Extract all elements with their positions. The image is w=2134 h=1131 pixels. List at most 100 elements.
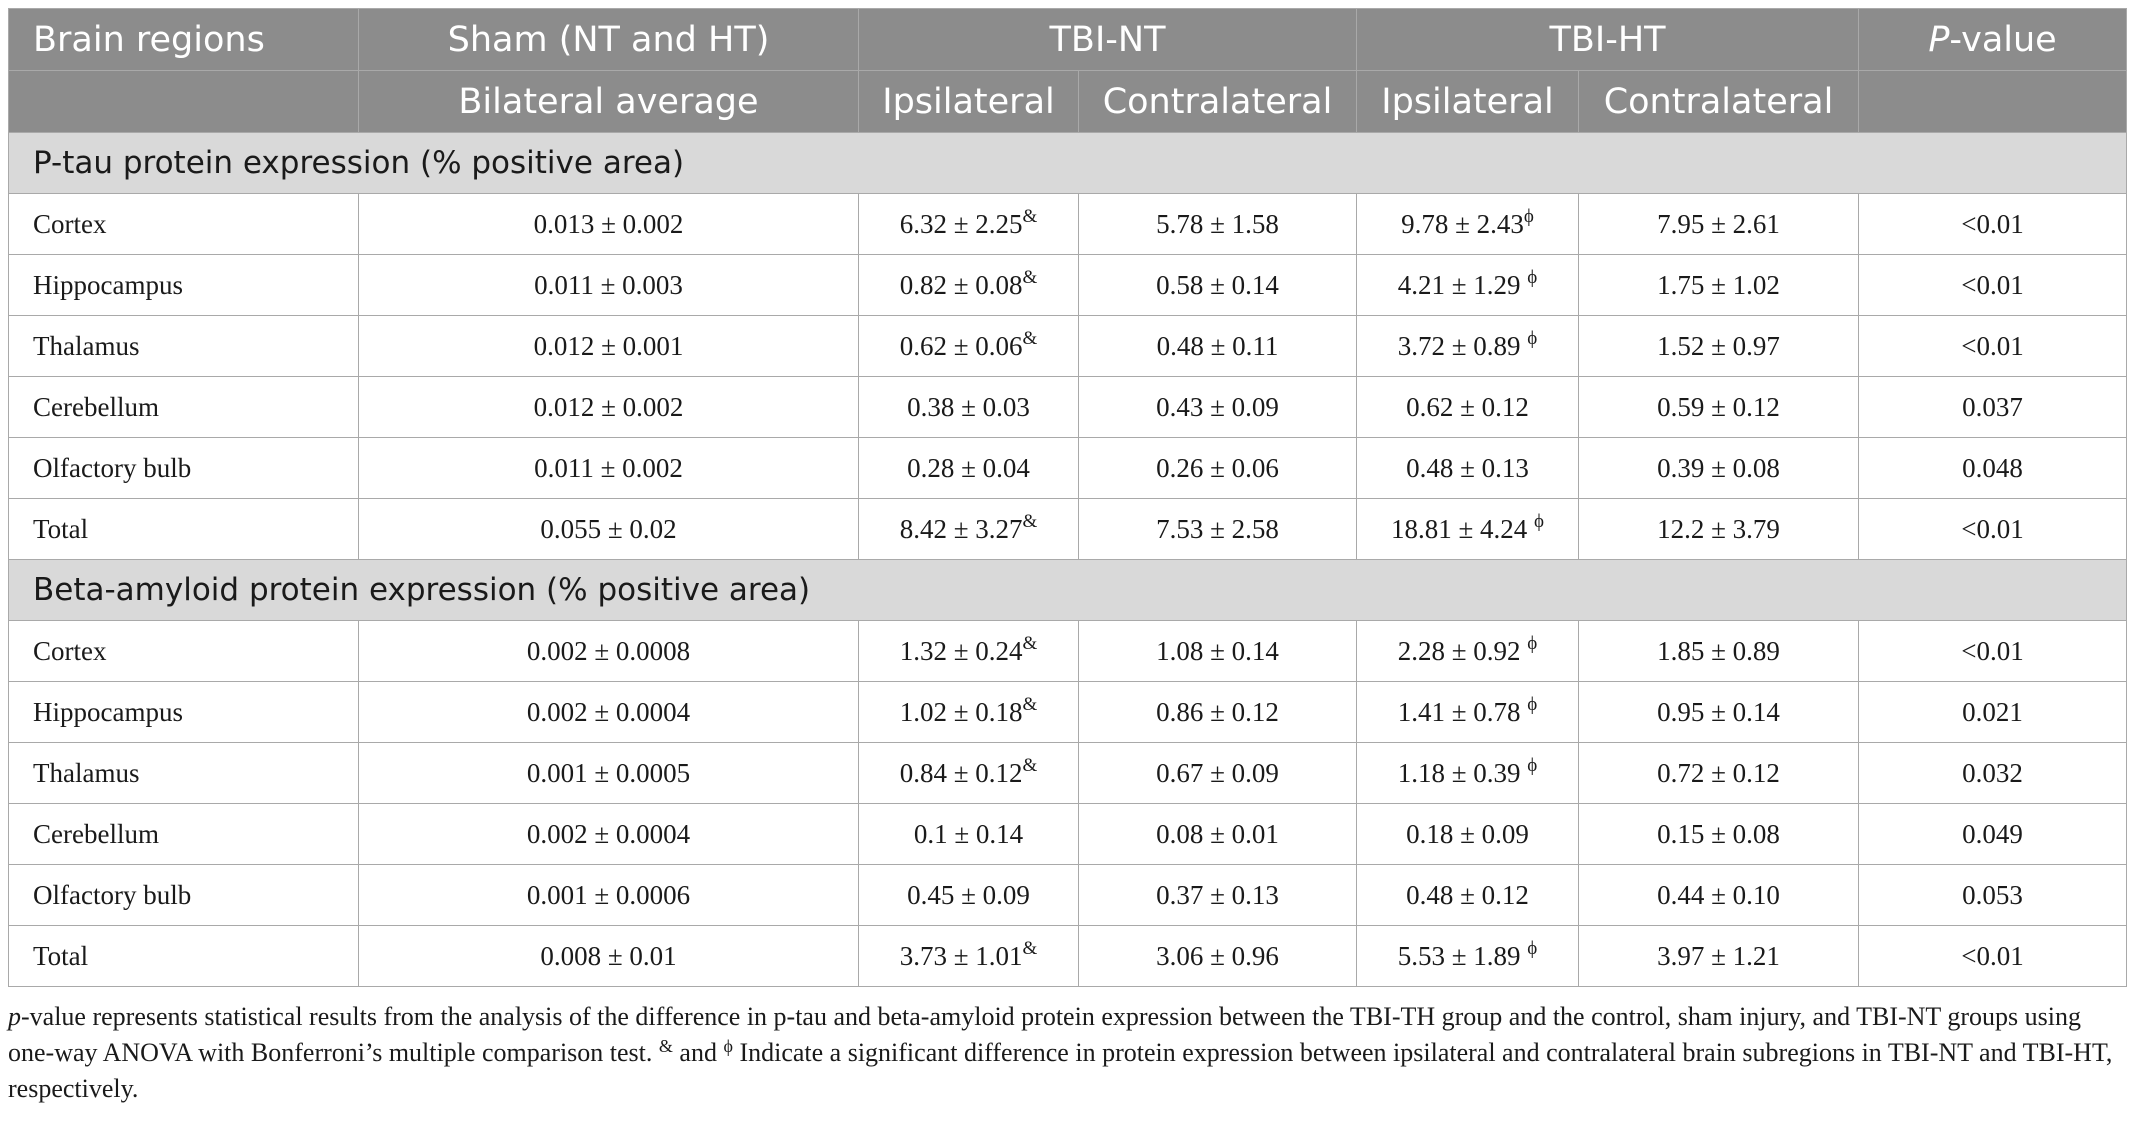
- cell-p-value: 0.048: [1858, 437, 2128, 499]
- cell-tbi-ht-ipsilateral-value: 0.18 ± 0.09: [1406, 818, 1529, 849]
- cell-region-value: Olfactory bulb: [33, 879, 192, 910]
- section-header-row: P-tau protein expression (% positive are…: [7, 132, 2128, 194]
- cell-tbi-ht-contralateral: 0.72 ± 0.12: [1577, 742, 1860, 804]
- cell-tbi-nt-ipsilateral: 3.73 ± 1.01&: [858, 925, 1079, 987]
- cell-p-value: 0.049: [1858, 803, 2128, 865]
- cell-region-value: Thalamus: [33, 330, 140, 361]
- header-empty-2: [1858, 70, 2128, 133]
- cell-tbi-nt-contralateral-value: 5.78 ± 1.58: [1156, 208, 1279, 239]
- cell-tbi-nt-contralateral: 0.67 ± 0.09: [1078, 742, 1357, 804]
- cell-sham-bilateral-value: 0.012 ± 0.001: [533, 330, 684, 361]
- cell-tbi-nt-contralateral-value: 0.43 ± 0.09: [1156, 391, 1279, 422]
- cell-p-value-value: 0.048: [1962, 452, 2023, 483]
- cell-tbi-nt-contralateral-value: 3.06 ± 0.96: [1156, 940, 1279, 971]
- header-ht-contralateral: Contralateral: [1577, 70, 1860, 133]
- cell-tbi-nt-contralateral: 7.53 ± 2.58: [1078, 498, 1357, 560]
- cell-tbi-nt-contralateral: 5.78 ± 1.58: [1078, 193, 1357, 255]
- cell-region-value: Thalamus: [33, 757, 140, 788]
- cell-sham-bilateral: 0.012 ± 0.002: [358, 376, 859, 438]
- cell-tbi-nt-contralateral: 1.08 ± 0.14: [1078, 620, 1357, 682]
- cell-tbi-nt-contralateral: 3.06 ± 0.96: [1078, 925, 1357, 987]
- cell-tbi-ht-contralateral: 0.15 ± 0.08: [1577, 803, 1860, 865]
- cell-p-value: <0.01: [1858, 620, 2128, 682]
- cell-region-value: Cerebellum: [33, 818, 159, 849]
- table-row: Total 0.055 ± 0.02 8.42 ± 3.27& 7.53 ± 2.58…: [8, 498, 2128, 560]
- cell-sham-bilateral-value: 0.008 ± 0.01: [540, 940, 677, 971]
- cell-region-value: Total: [33, 513, 89, 544]
- cell-tbi-nt-ipsilateral-value: 3.73 ± 1.01: [899, 940, 1023, 971]
- cell-tbi-nt-ipsilateral: 0.1 ± 0.14: [858, 803, 1079, 865]
- results-table-container: Brain regions Sham (NT and HT) TBI-NT TB…: [7, 8, 2128, 1107]
- cell-p-value-value: <0.01: [1961, 269, 2024, 300]
- cell-sham-bilateral-value: 0.011 ± 0.003: [534, 269, 683, 300]
- cell-tbi-ht-ipsilateral: 2.28 ± 0.92 ϕ: [1356, 620, 1579, 682]
- cell-tbi-ht-ipsilateral-value: 4.21 ± 1.29: [1397, 269, 1528, 300]
- cell-region: Cerebellum: [8, 803, 359, 865]
- table-footnote: p-value represents statistical results f…: [8, 999, 2126, 1107]
- header-row-2: Bilateral average Ipsilateral Contralate…: [8, 70, 2128, 133]
- cell-sham-bilateral: 0.002 ± 0.0008: [358, 620, 859, 682]
- table-row: Olfactory bulb 0.011 ± 0.002 0.28 ± 0.04 0.…: [8, 437, 2128, 499]
- cell-tbi-ht-contralateral-value: 12.2 ± 3.79: [1657, 513, 1780, 544]
- cell-p-value: 0.037: [1858, 376, 2128, 438]
- cell-tbi-nt-ipsilateral-value: 1.32 ± 0.24: [899, 635, 1023, 666]
- cell-region: Cerebellum: [8, 376, 359, 438]
- cell-tbi-nt-ipsilateral-value: 0.38 ± 0.03: [907, 391, 1030, 422]
- header-p-italic: P: [1928, 19, 1950, 60]
- cell-tbi-ht-contralateral-value: 1.85 ± 0.89: [1657, 635, 1780, 666]
- table-row: Thalamus 0.012 ± 0.001 0.62 ± 0.06& 0.48 ± …: [8, 315, 2128, 377]
- cell-tbi-nt-ipsilateral-value: 0.1 ± 0.14: [913, 818, 1024, 849]
- cell-sham-bilateral-value: 0.001 ± 0.0005: [526, 757, 691, 788]
- cell-tbi-ht-contralateral-value: 7.95 ± 2.61: [1657, 208, 1780, 239]
- cell-tbi-nt-ipsilateral-value: 1.02 ± 0.18: [899, 696, 1023, 727]
- cell-p-value-value: <0.01: [1961, 940, 2024, 971]
- footnote-p-italic: p: [8, 1002, 21, 1031]
- cell-tbi-nt-ipsilateral: 0.82 ± 0.08&: [858, 254, 1079, 316]
- cell-sham-bilateral: 0.011 ± 0.002: [358, 437, 859, 499]
- section-header-row: Beta-amyloid protein expression (% posit…: [7, 559, 2128, 621]
- cell-p-value-value: 0.053: [1962, 879, 2023, 910]
- cell-tbi-ht-contralateral: 3.97 ± 1.21: [1577, 925, 1860, 987]
- cell-tbi-nt-ipsilateral: 0.62 ± 0.06&: [858, 315, 1079, 377]
- cell-sham-bilateral: 0.013 ± 0.002: [358, 193, 859, 255]
- header-brain-regions: Brain regions: [8, 8, 359, 71]
- cell-p-value: <0.01: [1858, 315, 2128, 377]
- cell-tbi-nt-contralateral: 0.48 ± 0.11: [1078, 315, 1357, 377]
- table-header: Brain regions Sham (NT and HT) TBI-NT TB…: [8, 8, 2128, 133]
- cell-tbi-nt-ipsilateral: 1.02 ± 0.18&: [858, 681, 1079, 743]
- cell-tbi-ht-ipsilateral: 4.21 ± 1.29 ϕ: [1356, 254, 1579, 316]
- table-row: Total 0.008 ± 0.01 3.73 ± 1.01& 3.06 ± 0.96…: [8, 925, 2128, 987]
- cell-tbi-ht-contralateral-value: 1.75 ± 1.02: [1657, 269, 1780, 300]
- cell-tbi-nt-contralateral-value: 0.08 ± 0.01: [1156, 818, 1279, 849]
- cell-tbi-ht-contralateral: 0.95 ± 0.14: [1577, 681, 1860, 743]
- cell-tbi-nt-ipsilateral: 0.38 ± 0.03: [858, 376, 1079, 438]
- cell-region: Olfactory bulb: [8, 437, 359, 499]
- cell-region-value: Cerebellum: [33, 391, 159, 422]
- protein-expression-table: Brain regions Sham (NT and HT) TBI-NT TB…: [7, 8, 2128, 987]
- cell-tbi-nt-contralateral: 0.58 ± 0.14: [1078, 254, 1357, 316]
- cell-region-value: Cortex: [33, 635, 107, 666]
- cell-region-value: Cortex: [33, 208, 107, 239]
- cell-tbi-ht-contralateral: 1.85 ± 0.89: [1577, 620, 1860, 682]
- cell-tbi-nt-contralateral: 0.26 ± 0.06: [1078, 437, 1357, 499]
- cell-tbi-ht-contralateral-value: 3.97 ± 1.21: [1657, 940, 1780, 971]
- cell-sham-bilateral-value: 0.012 ± 0.002: [533, 391, 684, 422]
- cell-tbi-ht-contralateral-value: 1.52 ± 0.97: [1657, 330, 1780, 361]
- cell-tbi-nt-contralateral-value: 0.37 ± 0.13: [1156, 879, 1279, 910]
- cell-tbi-ht-ipsilateral-value: 0.62 ± 0.12: [1406, 391, 1529, 422]
- cell-sham-bilateral: 0.008 ± 0.01: [358, 925, 859, 987]
- cell-tbi-ht-ipsilateral: 1.18 ± 0.39 ϕ: [1356, 742, 1579, 804]
- cell-sham-bilateral-value: 0.002 ± 0.0004: [526, 818, 691, 849]
- cell-tbi-nt-ipsilateral-value: 8.42 ± 3.27: [899, 513, 1023, 544]
- cell-tbi-nt-contralateral: 0.43 ± 0.09: [1078, 376, 1357, 438]
- cell-tbi-nt-ipsilateral: 0.45 ± 0.09: [858, 864, 1079, 926]
- cell-tbi-ht-ipsilateral-value: 2.28 ± 0.92: [1397, 635, 1528, 666]
- cell-tbi-ht-ipsilateral-value: 9.78 ± 2.43: [1401, 208, 1524, 239]
- cell-region: Cortex: [8, 193, 359, 255]
- cell-tbi-nt-ipsilateral-value: 0.62 ± 0.06: [899, 330, 1023, 361]
- cell-tbi-nt-ipsilateral: 6.32 ± 2.25&: [858, 193, 1079, 255]
- cell-tbi-nt-contralateral: 0.86 ± 0.12: [1078, 681, 1357, 743]
- significance-marker: &: [1022, 266, 1038, 288]
- cell-tbi-ht-contralateral: 12.2 ± 3.79: [1577, 498, 1860, 560]
- cell-p-value-value: <0.01: [1961, 513, 2024, 544]
